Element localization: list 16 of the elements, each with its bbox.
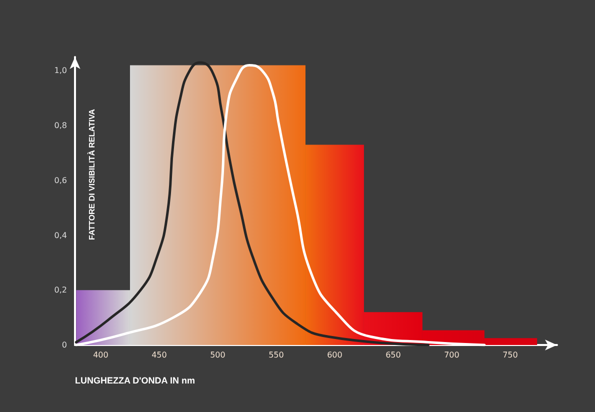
x-tick-label: 600 — [327, 350, 342, 360]
x-tick-label: 700 — [444, 350, 460, 360]
y-tick-label: 0 — [62, 340, 67, 350]
x-tick-label: 450 — [152, 350, 167, 360]
y-tick-label: 0,2 — [54, 286, 67, 295]
x-tick-label: 750 — [502, 350, 518, 360]
y-tick-label: 0,8 — [54, 121, 67, 130]
x-axis-title: LUNGHEZZA D'ONDA IN nm — [75, 376, 195, 386]
y-tick-label: 1,0 — [54, 66, 67, 76]
y-tick-label: 0,6 — [54, 176, 67, 185]
x-tick-label: 400 — [93, 350, 108, 360]
x-tick-label: 650 — [386, 350, 401, 360]
y-tick-label: 0,4 — [54, 230, 67, 240]
y-axis-title: FATTORE DI VISIBILITÀ RELATIVA — [86, 108, 96, 240]
x-tick-label: 500 — [210, 350, 226, 360]
x-tick-label: 550 — [268, 350, 284, 360]
